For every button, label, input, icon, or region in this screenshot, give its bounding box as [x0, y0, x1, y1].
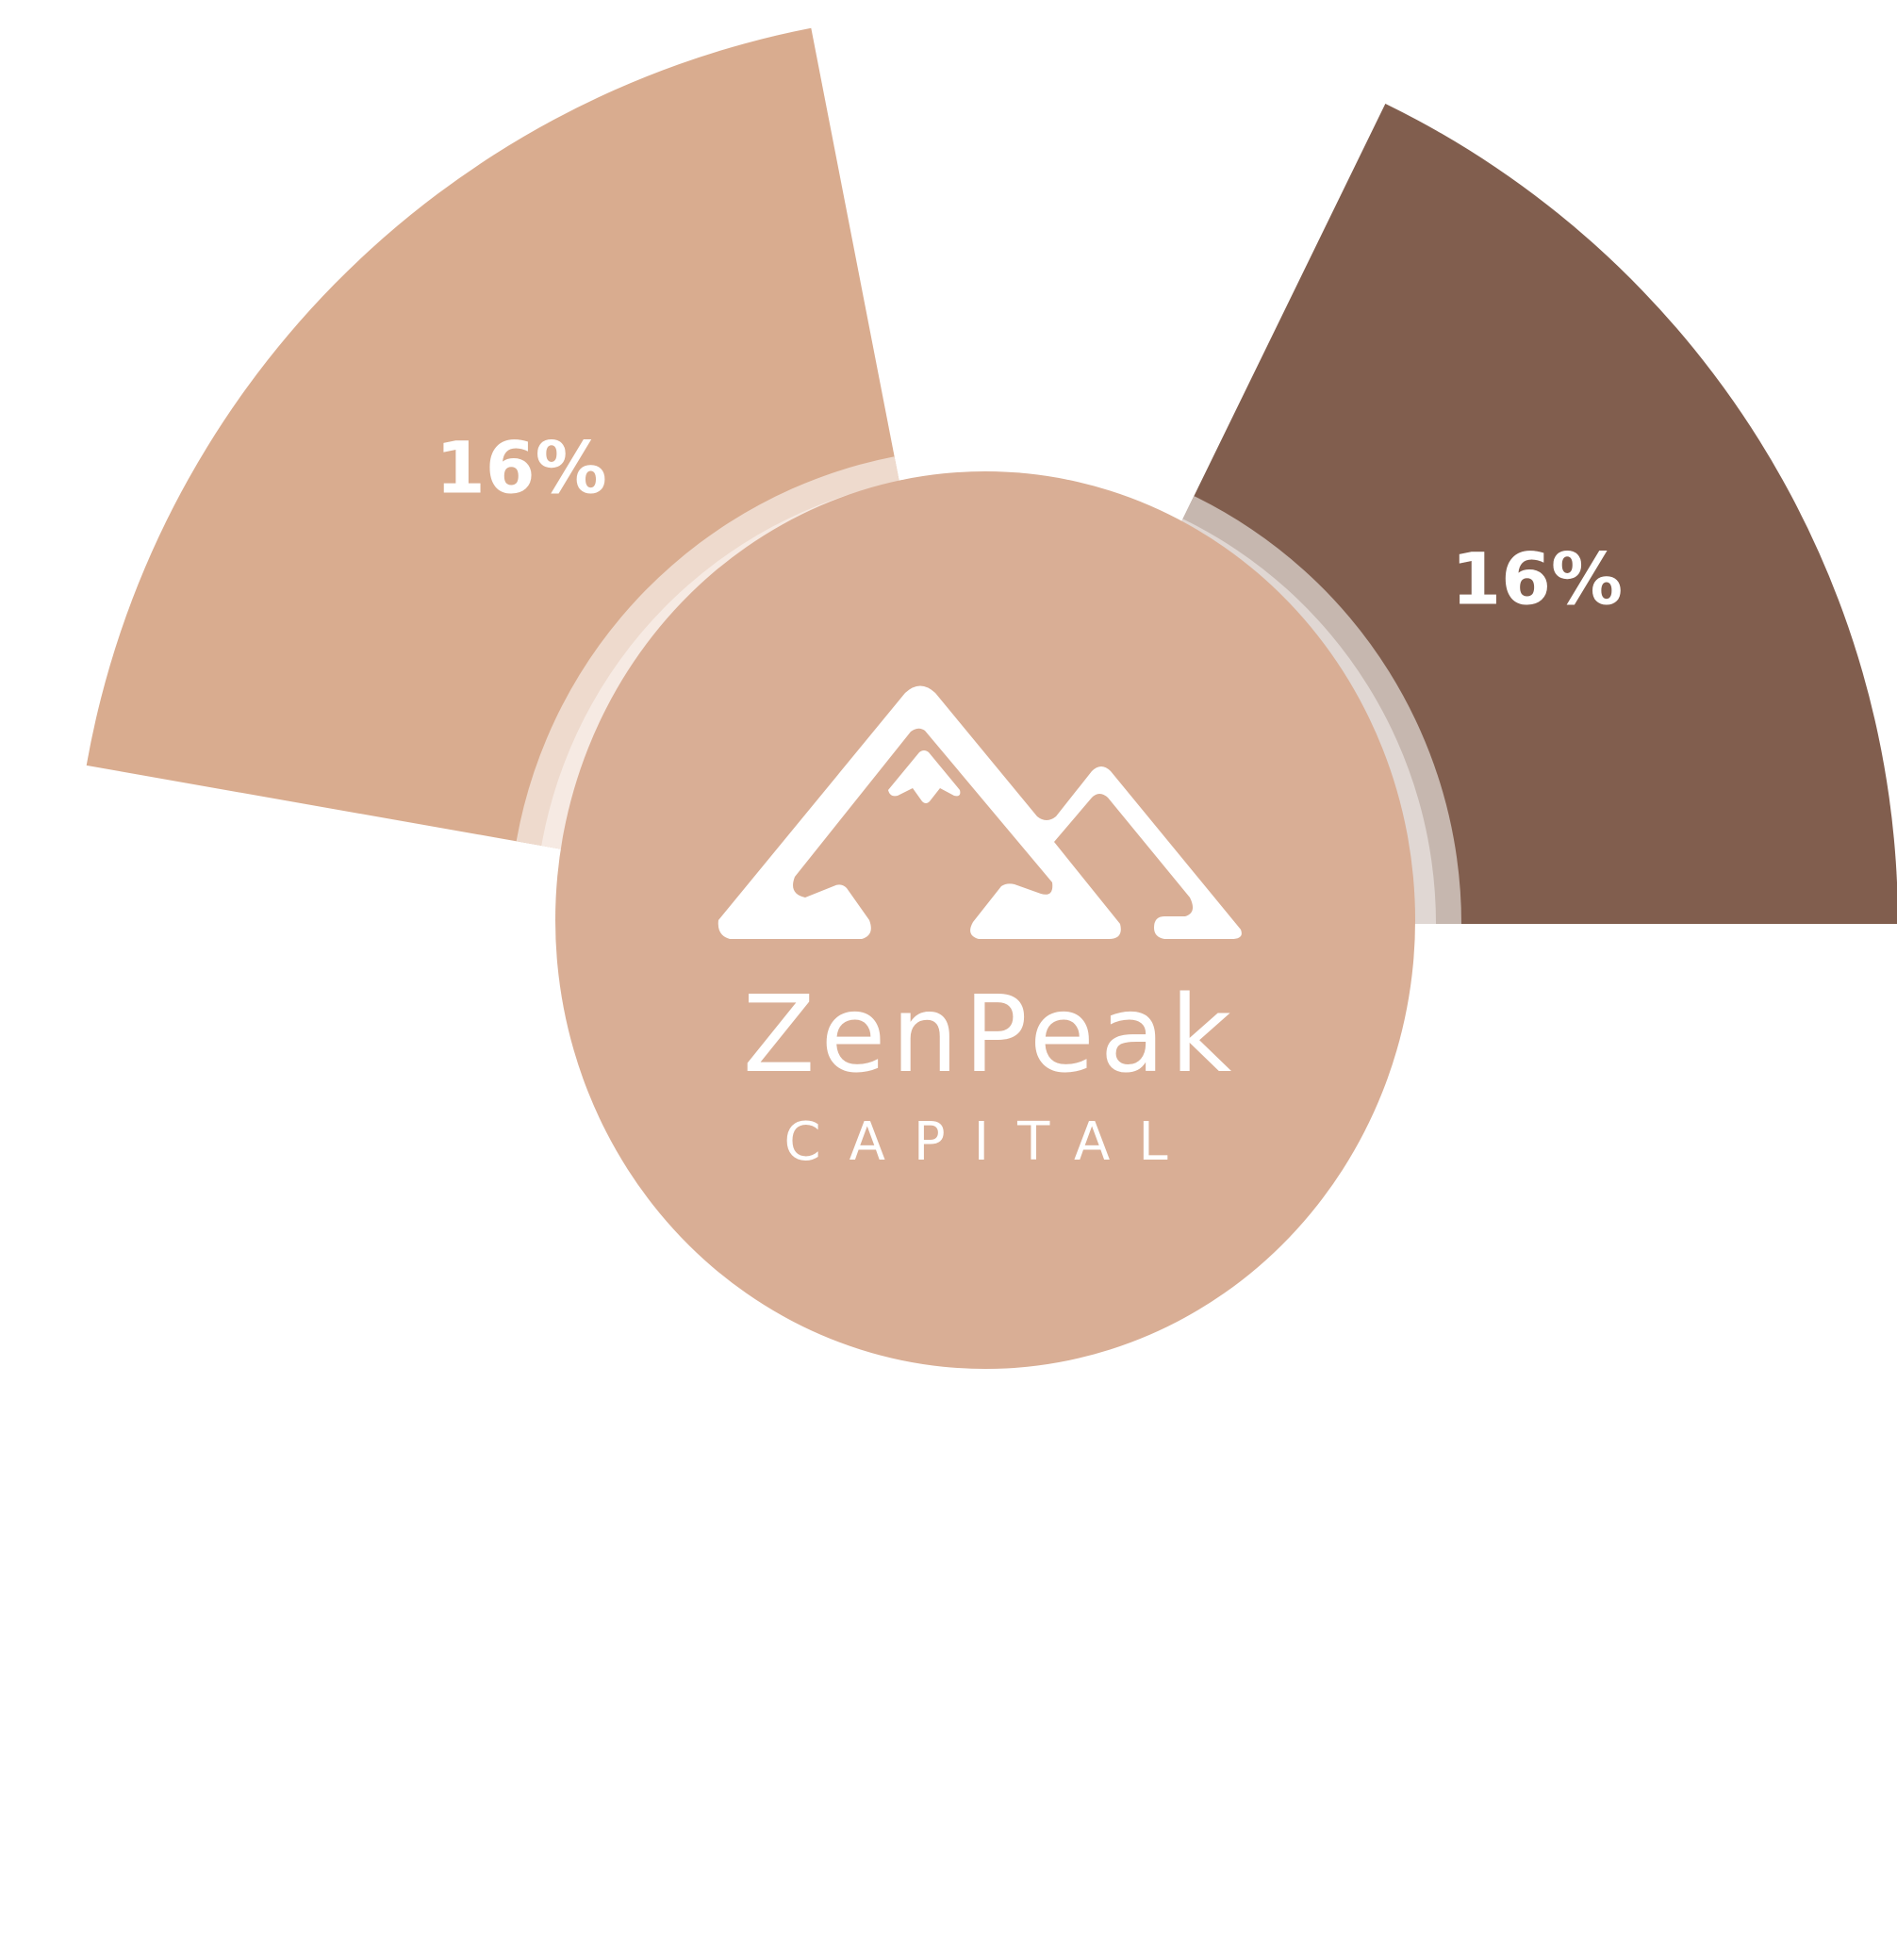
brand-name: ZenPeak	[743, 974, 1238, 1096]
brand-subtitle: CAPITAL	[784, 1112, 1196, 1173]
slice-labels: 16% 16%	[436, 425, 1623, 620]
slice-label-2: 16%	[1451, 536, 1623, 620]
mountain-peaks-icon	[718, 685, 1242, 939]
slice-label-1: 16%	[436, 425, 607, 509]
center-badge: ZenPeak CAPITAL	[555, 471, 1415, 1369]
